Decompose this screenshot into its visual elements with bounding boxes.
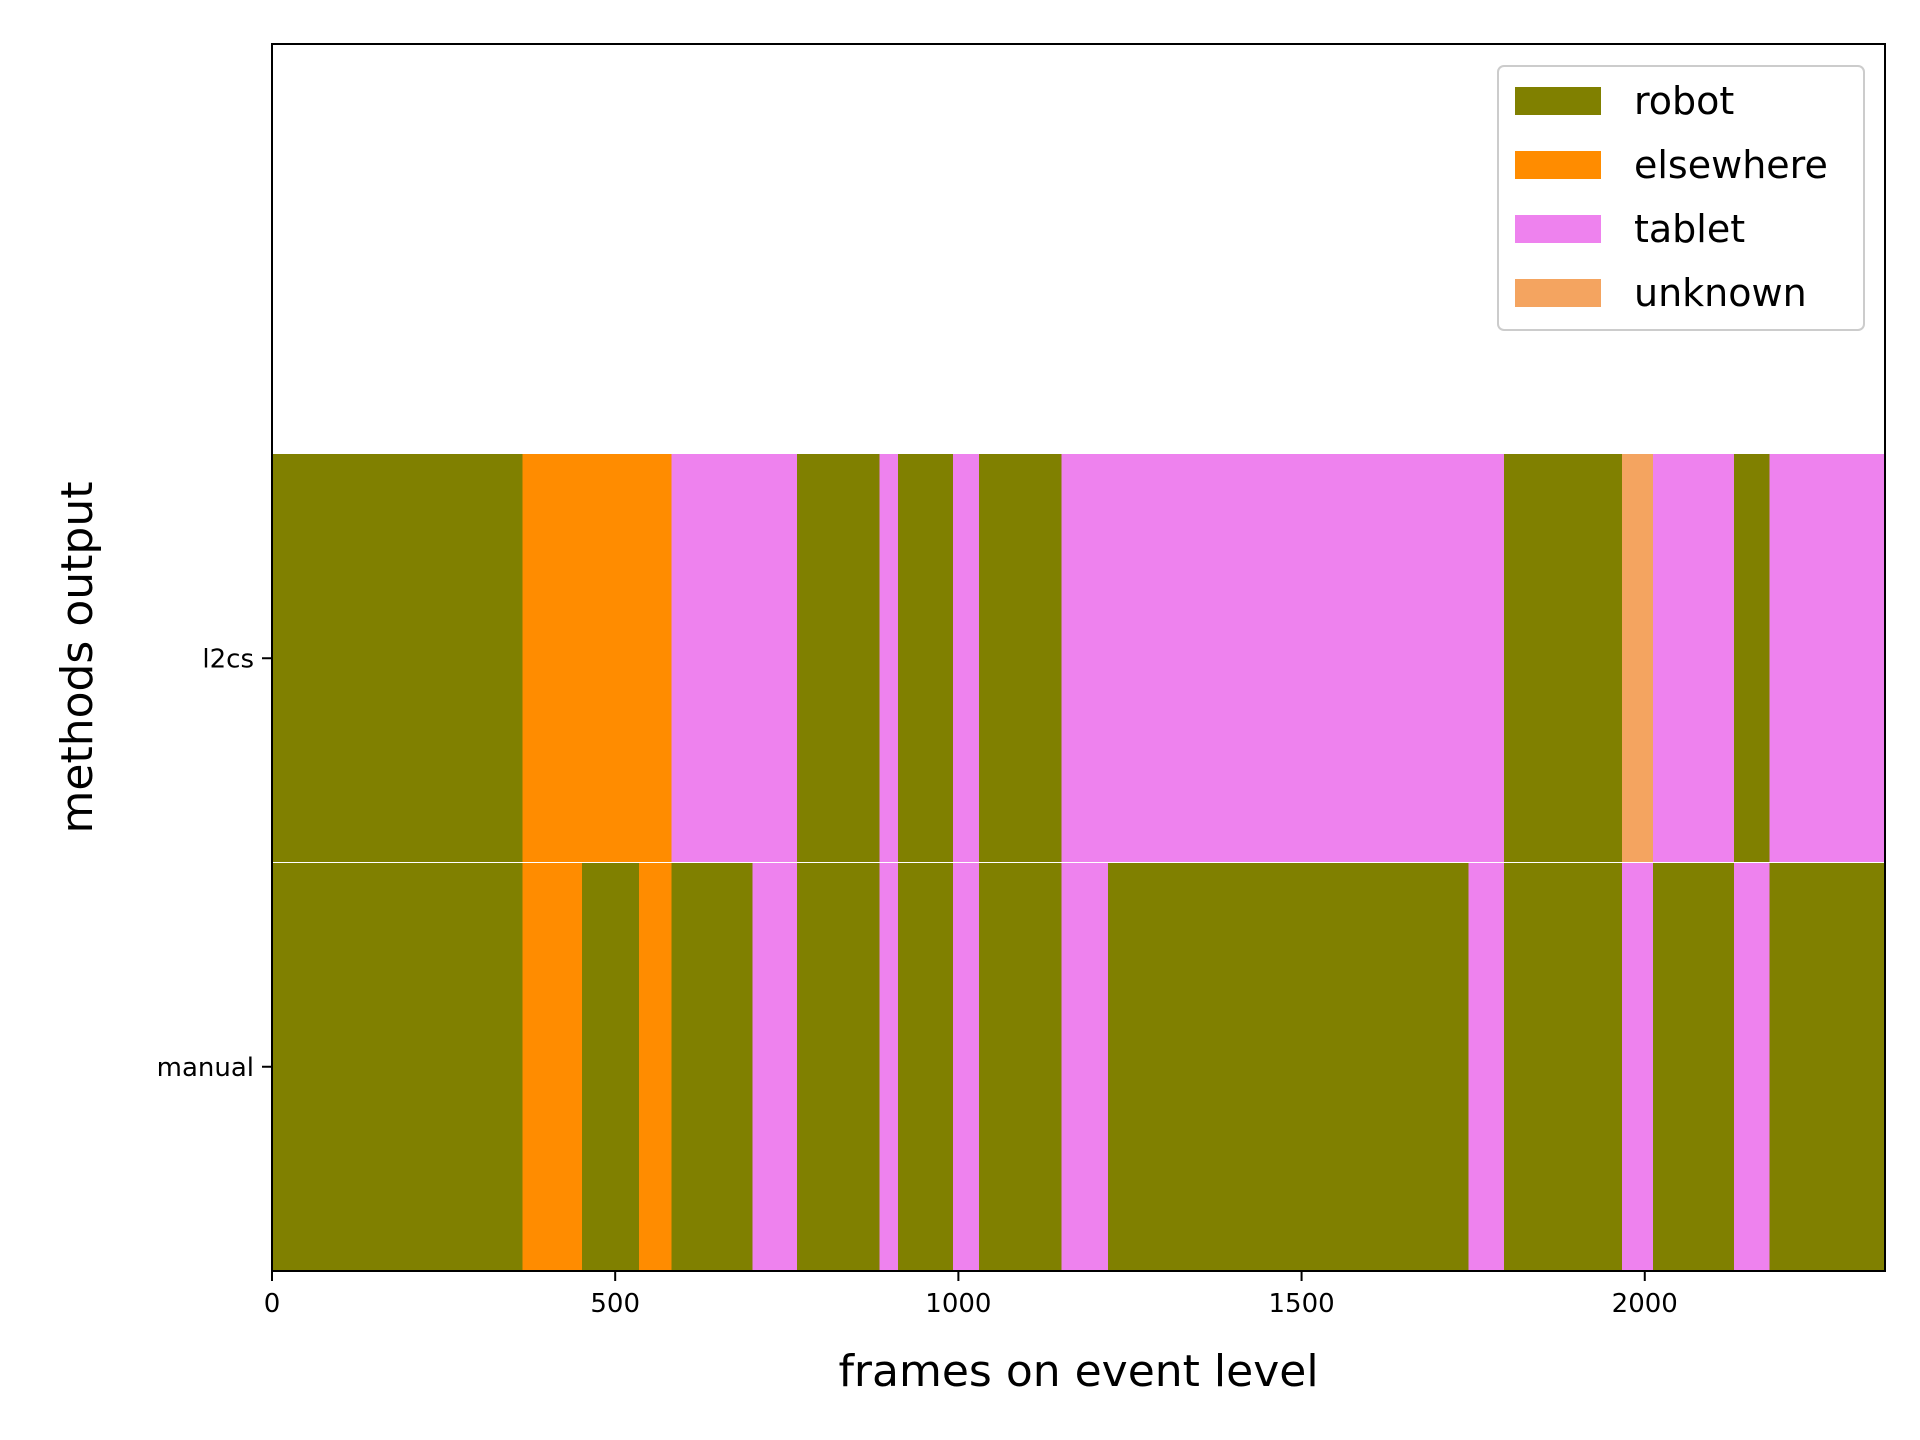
segment-l2cs-7 <box>978 454 1062 863</box>
segment-l2cs-5 <box>897 454 954 863</box>
segment-manual-17 <box>1733 862 1771 1271</box>
x-tick-label: 500 <box>590 1289 640 1319</box>
segment-manual-18 <box>1769 862 1886 1271</box>
x-tick-label: 0 <box>264 1289 281 1319</box>
segment-l2cs-9 <box>1504 454 1623 863</box>
legend-label-tablet: tablet <box>1634 207 1745 251</box>
segment-manual-13 <box>1468 862 1505 1271</box>
x-tick-label: 1000 <box>925 1289 991 1319</box>
segment-l2cs-6 <box>952 454 980 863</box>
segment-manual-12 <box>1108 862 1469 1271</box>
segment-l2cs-11 <box>1653 454 1735 863</box>
segment-manual-7 <box>879 862 899 1271</box>
legend-frame <box>1497 65 1865 331</box>
segment-l2cs-3 <box>797 454 881 863</box>
segment-manual-16 <box>1653 862 1735 1271</box>
segment-l2cs-4 <box>879 454 899 863</box>
y-axis-title: methods output <box>52 482 103 834</box>
legend-swatch-unknown <box>1515 279 1601 307</box>
segment-l2cs-13 <box>1769 454 1886 863</box>
legend-swatch-elsewhere <box>1515 151 1601 179</box>
x-axis-ticks: 0 500 1000 1500 2000 <box>264 1271 1678 1319</box>
segment-manual-2 <box>582 862 640 1271</box>
segment-l2cs-8 <box>1061 454 1505 863</box>
segment-manual-14 <box>1504 862 1623 1271</box>
y-axis-ticks: manual l2cs <box>157 644 272 1083</box>
legend-label-elsewhere: elsewhere <box>1634 143 1828 187</box>
segment-manual-11 <box>1061 862 1109 1271</box>
segment-manual-1 <box>522 862 583 1271</box>
plot-segments <box>272 454 1886 1271</box>
segment-manual-0 <box>272 862 524 1271</box>
segment-manual-6 <box>797 862 881 1271</box>
y-tick-label: l2cs <box>202 644 254 674</box>
legend-label-robot: robot <box>1634 79 1734 123</box>
legend-label-unknown: unknown <box>1634 271 1807 315</box>
segment-l2cs-0 <box>272 454 524 863</box>
x-axis-title: frames on event level <box>838 1346 1318 1397</box>
segment-manual-3 <box>639 862 673 1271</box>
segment-manual-10 <box>978 862 1062 1271</box>
segment-manual-9 <box>952 862 980 1271</box>
segment-manual-5 <box>752 862 798 1271</box>
segment-manual-8 <box>897 862 954 1271</box>
legend: robot elsewhere tablet unknown <box>1497 65 1865 331</box>
legend-swatch-robot <box>1515 87 1601 115</box>
x-tick-label: 2000 <box>1612 1289 1678 1319</box>
segment-manual-4 <box>671 862 754 1271</box>
segment-l2cs-2 <box>671 454 798 863</box>
segment-l2cs-10 <box>1622 454 1654 863</box>
x-tick-label: 1500 <box>1268 1289 1334 1319</box>
segment-l2cs-12 <box>1733 454 1771 863</box>
segment-l2cs-1 <box>522 454 673 863</box>
segment-manual-15 <box>1622 862 1654 1271</box>
legend-swatch-tablet <box>1515 215 1601 243</box>
y-tick-label: manual <box>157 1053 254 1083</box>
